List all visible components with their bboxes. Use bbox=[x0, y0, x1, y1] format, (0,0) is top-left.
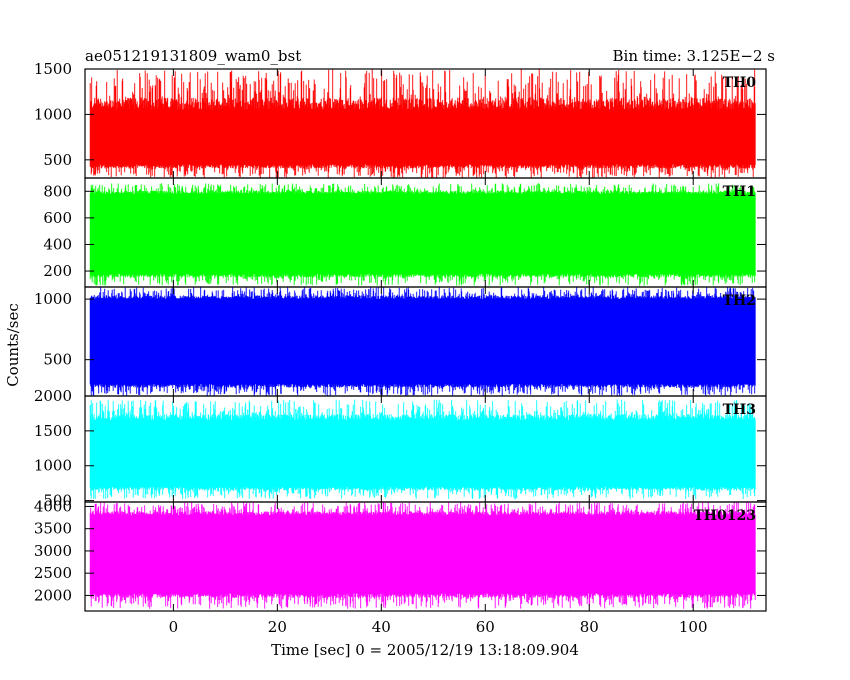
y-tick-label: 1500 bbox=[34, 60, 72, 78]
y-tick-label: 2000 bbox=[34, 387, 72, 405]
y-tick-label: 1000 bbox=[34, 290, 72, 308]
y-tick-label: 200 bbox=[43, 262, 72, 280]
series-th0123 bbox=[89, 502, 756, 609]
panel-label-th2: TH2 bbox=[723, 293, 756, 309]
x-tick-label: 60 bbox=[476, 618, 495, 636]
panel-label-th0: TH0 bbox=[723, 75, 757, 91]
y-tick-label: 500 bbox=[43, 351, 72, 369]
series-th2 bbox=[89, 287, 756, 396]
y-tick-label: 2000 bbox=[34, 586, 72, 604]
y-axis-label: Counts/sec bbox=[4, 303, 22, 387]
y-tick-label: 1000 bbox=[34, 105, 72, 123]
series-th1 bbox=[89, 183, 756, 286]
chart-title: ae051219131809_wam0_bst bbox=[85, 47, 301, 65]
panel-label-th0123: TH0123 bbox=[693, 508, 756, 524]
x-tick-label: 0 bbox=[169, 618, 179, 636]
y-tick-label: 600 bbox=[43, 209, 72, 227]
y-tick-label: 3500 bbox=[34, 520, 72, 538]
panel-label-th3: TH3 bbox=[723, 402, 756, 418]
y-tick-label: 2500 bbox=[34, 564, 72, 582]
x-tick-label: 80 bbox=[580, 618, 599, 636]
series-th3 bbox=[89, 399, 756, 500]
x-tick-label: 100 bbox=[679, 618, 708, 636]
x-tick-label: 40 bbox=[372, 618, 391, 636]
y-tick-label: 400 bbox=[43, 235, 72, 253]
y-tick-label: 4000 bbox=[34, 497, 72, 515]
x-axis-label: Time [sec] 0 = 2005/12/19 13:18:09.904 bbox=[271, 641, 579, 659]
y-tick-label: 3000 bbox=[34, 542, 72, 560]
y-tick-label: 500 bbox=[43, 151, 72, 169]
panel-frame-th0123 bbox=[84, 501, 767, 612]
x-tick-label: 20 bbox=[268, 618, 287, 636]
y-tick-label: 1500 bbox=[34, 422, 72, 440]
y-tick-label: 500 bbox=[43, 492, 72, 510]
series-th0 bbox=[89, 69, 756, 178]
y-tick-label: 800 bbox=[43, 182, 72, 200]
y-tick-label: 1000 bbox=[34, 457, 72, 475]
bin-time-label: Bin time: 3.125E−2 s bbox=[613, 47, 775, 65]
panel-label-th1: TH1 bbox=[723, 184, 756, 200]
